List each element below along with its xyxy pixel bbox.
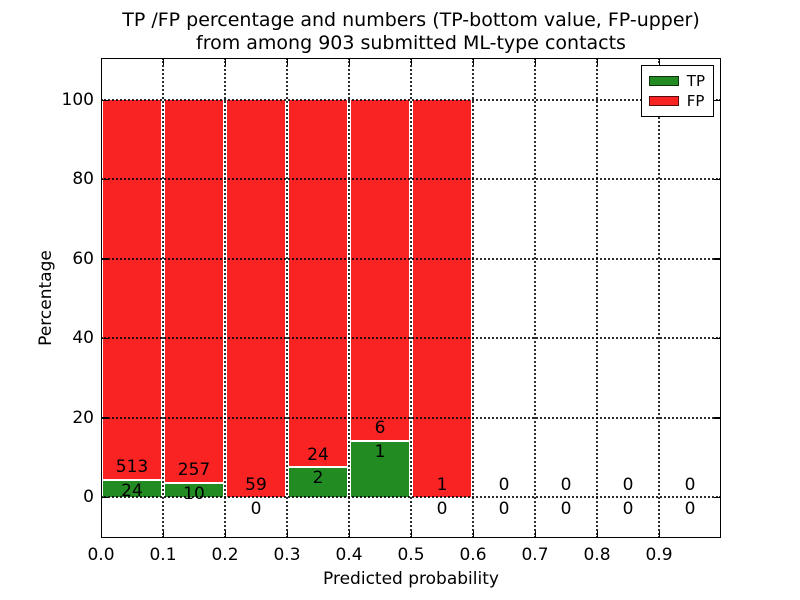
x-tick-label: 0.8	[583, 545, 611, 565]
y-axis-tick-left	[102, 258, 108, 260]
x-axis-tick-top	[100, 59, 102, 65]
legend-swatch-tp	[648, 76, 679, 86]
annotation-tp-count: 0	[622, 498, 634, 519]
v-gridline	[410, 58, 412, 538]
bar-fp-segment	[163, 100, 225, 483]
x-axis-tick-bottom	[162, 531, 164, 537]
y-axis-tick-left	[102, 178, 108, 181]
annotation-fp-count: 0	[684, 475, 696, 496]
x-tick-label: 0.2	[211, 545, 239, 565]
x-tick-label: 0.3	[273, 545, 301, 565]
legend-swatch-fp	[648, 96, 679, 106]
bar-fp-segment	[411, 100, 473, 497]
annotation-tp-count: 0	[436, 498, 448, 519]
bar-fp-segment	[287, 100, 349, 467]
y-tick-label: 100	[61, 90, 94, 110]
legend-item-fp: FP	[648, 91, 705, 111]
annotation-tp-count: 0	[498, 498, 510, 519]
legend-label-tp: TP	[686, 71, 705, 90]
x-axis-tick-bottom	[224, 531, 226, 537]
y-axis-tick-left	[102, 99, 108, 101]
annotation-fp-count: 24	[307, 444, 329, 465]
x-axis-tick-top	[410, 59, 412, 65]
x-axis-tick-bottom	[596, 531, 598, 537]
x-axis-tick-top	[658, 59, 660, 65]
x-axis-tick-bottom	[410, 531, 412, 537]
bar-fp-segment	[225, 100, 287, 497]
y-axis-tick-right	[714, 337, 720, 340]
annotation-tp-count: 2	[312, 468, 324, 489]
legend-item-tp: TP	[648, 71, 705, 91]
bar-tp-segment	[349, 440, 411, 497]
v-gridline	[472, 58, 474, 538]
legend-label-fp: FP	[686, 91, 705, 110]
annotation-fp-count: 6	[374, 418, 386, 439]
y-tick-label: 0	[83, 487, 94, 507]
x-tick-label: 0.0	[87, 545, 115, 565]
x-axis-tick-bottom	[472, 531, 474, 537]
annotation-fp-count: 59	[245, 475, 267, 496]
annotation-tp-count: 0	[250, 498, 262, 519]
y-tick-label: 80	[72, 169, 94, 190]
annotation-fp-count: 0	[622, 475, 634, 496]
x-axis-tick-bottom	[286, 531, 288, 537]
x-axis-tick-top	[162, 59, 164, 65]
annotation-tp-count: 1	[374, 442, 386, 463]
annotation-fp-count: 513	[115, 457, 149, 478]
annotation-fp-count: 0	[560, 475, 572, 496]
plot-area: 513 24 257 10 59 0 24 2 6 1 1 0 0 0 0 0 0 0 0 0 TP FP	[100, 58, 721, 538]
y-axis-tick-left	[102, 417, 108, 419]
y-axis-tick-right	[714, 417, 720, 419]
x-axis-tick-top	[534, 59, 536, 65]
chart-title-line-2: from among 903 submitted ML-type contact…	[196, 32, 626, 54]
y-tick-label: 20	[72, 407, 94, 428]
v-gridline	[162, 58, 164, 538]
x-tick-label: 0.5	[397, 545, 425, 565]
x-axis-tick-top	[472, 59, 474, 65]
x-tick-label: 0.9	[645, 545, 673, 565]
x-tick-label: 0.6	[459, 545, 487, 565]
v-gridline	[534, 58, 536, 538]
y-axis-tick-left	[102, 496, 108, 498]
v-gridline	[224, 58, 226, 538]
x-axis-tick-top	[286, 59, 288, 65]
y-tick-label: 60	[72, 248, 94, 269]
bar-fp-segment	[349, 100, 411, 441]
v-gridline	[596, 58, 598, 538]
x-tick-label: 0.4	[335, 545, 363, 565]
annotation-tp-count: 0	[560, 498, 572, 519]
annotation-tp-count: 0	[684, 498, 696, 519]
x-axis-tick-bottom	[534, 531, 536, 537]
x-axis-tick-bottom	[100, 531, 102, 537]
x-axis-tick-bottom	[348, 531, 350, 537]
v-gridline	[286, 58, 288, 538]
y-axis-tick-left	[102, 337, 108, 340]
x-axis-label: Predicted probability	[323, 569, 499, 589]
annotation-fp-count: 257	[177, 460, 211, 481]
legend: TP FP	[640, 65, 714, 117]
x-axis-tick-top	[596, 59, 598, 65]
bar-fp-segment	[101, 100, 163, 480]
annotation-fp-count: 1	[436, 475, 448, 496]
x-tick-label: 0.7	[521, 545, 549, 565]
v-gridline	[658, 58, 660, 538]
v-gridline	[348, 58, 350, 538]
y-axis-tick-right	[714, 258, 720, 260]
x-axis-tick-top	[348, 59, 350, 65]
annotation-tp-count: 24	[121, 481, 143, 502]
x-axis-tick-top	[224, 59, 226, 65]
y-axis-tick-right	[714, 99, 720, 101]
y-axis-tick-right	[714, 496, 720, 498]
y-axis-tick-right	[714, 178, 720, 181]
annotation-tp-count: 10	[183, 484, 205, 505]
x-tick-label: 0.1	[149, 545, 177, 565]
annotation-fp-count: 0	[498, 475, 510, 496]
chart-title-line-1: TP /FP percentage and numbers (TP-bottom…	[122, 9, 700, 31]
x-axis-tick-bottom	[658, 531, 660, 537]
y-tick-label: 40	[72, 328, 94, 349]
